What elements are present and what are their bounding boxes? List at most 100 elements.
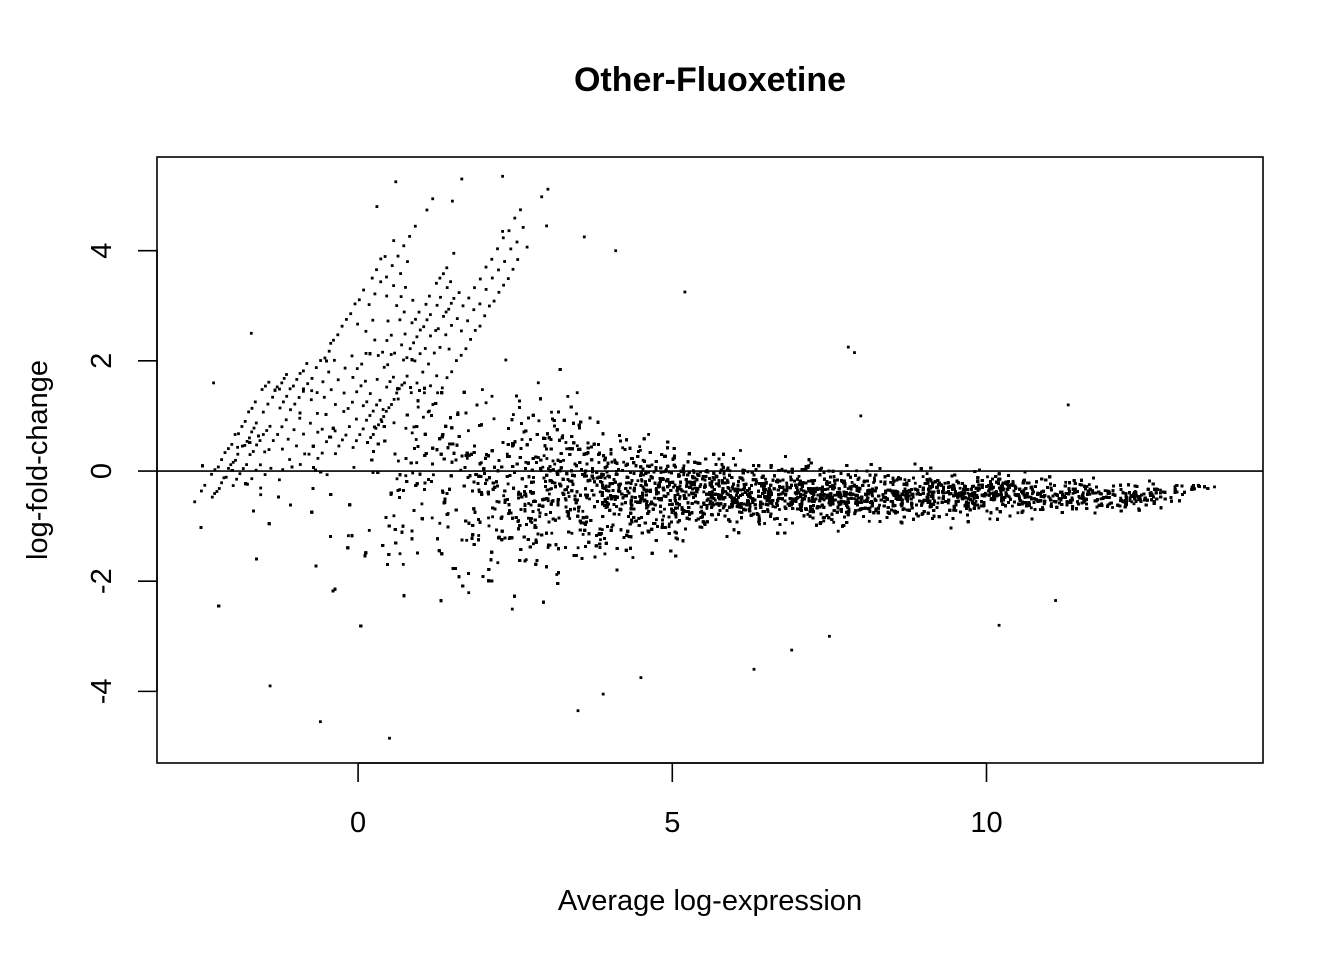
scatter-point (891, 502, 895, 506)
scatter-point (821, 493, 825, 496)
scatter-point (988, 517, 992, 521)
scatter-point (575, 444, 579, 448)
scatter-point (832, 520, 836, 524)
scatter-point (907, 488, 911, 492)
scatter-point (456, 411, 460, 415)
scatter-point (711, 476, 715, 479)
scatter-point (986, 475, 989, 479)
scatter-point (913, 481, 917, 485)
scatter-point (780, 467, 784, 471)
scatter-point (529, 438, 532, 441)
scatter-point (601, 486, 605, 490)
scatter-point (1108, 502, 1112, 506)
scatter-point (945, 491, 948, 494)
scatter-point (545, 457, 549, 460)
scatter-point (1173, 485, 1177, 488)
scatter-point (651, 502, 655, 506)
scatter-point (527, 502, 531, 505)
scatter-point (410, 431, 414, 435)
scatter-point (647, 470, 650, 474)
scatter-point (581, 509, 585, 513)
scatter-point (729, 489, 732, 493)
scatter-point (1091, 491, 1095, 495)
scatter-point (639, 448, 642, 452)
scatter-point (591, 477, 595, 480)
scatter-point (911, 495, 915, 499)
scatter-point (833, 486, 837, 489)
scatter-point (936, 501, 940, 505)
scatter-point (550, 531, 554, 535)
scatter-point (397, 459, 400, 463)
scatter-point (906, 500, 909, 503)
scatter-point (1081, 491, 1085, 495)
scatter-point (523, 502, 527, 506)
scatter-point (860, 501, 864, 504)
scatter-point (491, 515, 494, 519)
scatter-point (512, 413, 515, 416)
scatter-point (943, 481, 947, 485)
scatter-point (682, 464, 686, 468)
scatter-point (1052, 499, 1056, 503)
scatter-point (672, 485, 675, 489)
scatter-point (607, 485, 611, 488)
scatter-point (542, 454, 546, 458)
scatter-point (420, 502, 424, 506)
scatter-point (530, 521, 534, 524)
scatter-points (193, 174, 1216, 740)
scatter-point (988, 492, 992, 496)
scatter-point (438, 521, 442, 525)
scatter-point (896, 510, 899, 514)
scatter-point (583, 475, 586, 478)
scatter-point (1085, 485, 1089, 488)
scatter-point (599, 538, 602, 542)
scatter-point (532, 542, 535, 546)
scatter-point (665, 467, 668, 471)
scatter-point (1151, 494, 1155, 498)
scatter-point (600, 474, 604, 478)
scatter-point (541, 465, 545, 469)
scatter-point (693, 480, 697, 484)
scatter-point (430, 516, 434, 520)
scatter-point (873, 476, 876, 480)
scatter-point (310, 389, 314, 393)
scatter-point (613, 458, 617, 462)
scatter-point (627, 481, 630, 485)
scatter-point (819, 493, 822, 496)
scatter-point (850, 481, 854, 484)
scatter-point (1048, 496, 1052, 500)
scatter-point (725, 478, 729, 482)
scatter-point (1132, 502, 1136, 506)
scatter-point (278, 478, 281, 482)
scatter-point (879, 480, 883, 484)
scatter-point (553, 462, 557, 466)
scatter-point (874, 509, 877, 513)
scatter-point (395, 477, 399, 481)
scatter-point (610, 525, 614, 529)
scatter-point (398, 552, 402, 556)
scatter-point (1159, 488, 1162, 492)
scatter-point (1071, 492, 1075, 495)
scatter-point (467, 429, 470, 433)
scatter-point (785, 481, 789, 485)
scatter-point (1036, 491, 1039, 495)
scatter-point (833, 482, 837, 486)
scatter-point (769, 512, 773, 516)
scatter-point (840, 510, 843, 513)
scatter-point (465, 538, 469, 542)
scatter-point (1029, 495, 1033, 499)
scatter-point (507, 512, 510, 515)
scatter-point (871, 494, 874, 498)
scatter-point (647, 433, 650, 436)
scatter-point (628, 486, 632, 490)
scatter-point (563, 497, 567, 500)
scatter-point (496, 561, 500, 565)
scatter-point (682, 473, 686, 477)
scatter-point (699, 483, 703, 486)
scatter-point (603, 552, 607, 556)
scatter-point (974, 499, 978, 503)
scatter-point (1213, 485, 1216, 489)
scatter-point (659, 471, 663, 474)
scatter-point (754, 482, 757, 486)
scatter-point (1082, 500, 1086, 504)
scatter-point (1159, 491, 1162, 495)
